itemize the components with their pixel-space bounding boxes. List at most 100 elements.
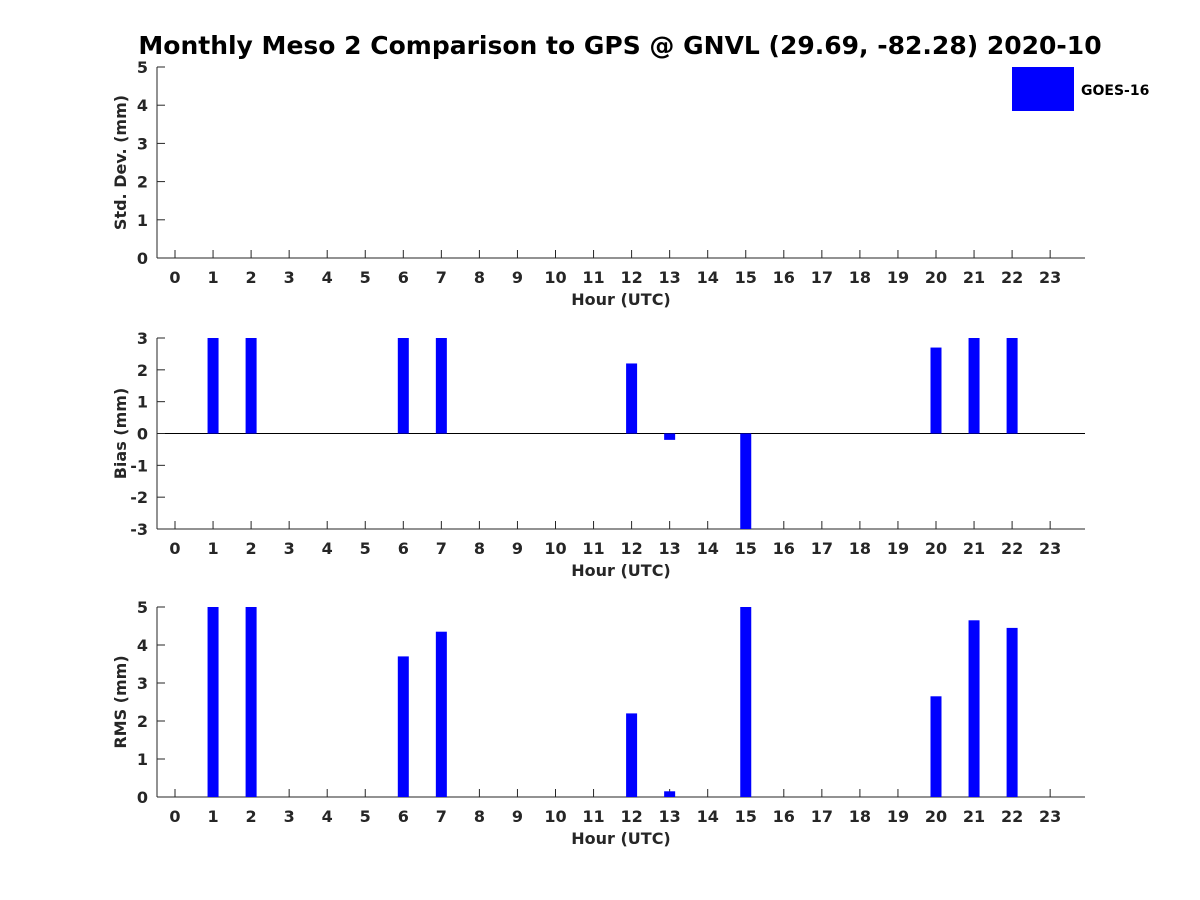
bar-hour-2 (245, 338, 257, 434)
bar-hour-1 (207, 607, 219, 797)
y-tick-label: 1 (137, 393, 148, 412)
x-tick-label: 2 (246, 539, 257, 558)
x-tick-label: 9 (512, 539, 523, 558)
bar-hour-12 (626, 713, 638, 797)
bar-hour-13 (664, 791, 676, 797)
x-tick-label: 21 (963, 268, 985, 287)
x-tick-label: 10 (544, 268, 566, 287)
x-tick-label: 16 (773, 268, 795, 287)
x-tick-label: 4 (322, 807, 333, 826)
x-tick-label: 21 (963, 807, 985, 826)
x-tick-label: 17 (811, 268, 833, 287)
y-tick-label: 3 (137, 329, 148, 348)
bar-hour-15 (740, 433, 752, 529)
x-tick-label: 20 (925, 807, 947, 826)
x-tick-label: 9 (512, 268, 523, 287)
x-tick-label: 8 (474, 539, 485, 558)
x-tick-label: 18 (849, 539, 871, 558)
y-tick-label: 1 (137, 750, 148, 769)
x-tick-label: 10 (544, 807, 566, 826)
x-tick-label: 10 (544, 539, 566, 558)
bar-hour-20 (930, 347, 942, 434)
y-tick-label: 1 (137, 211, 148, 230)
y-axis-label: Bias (mm) (111, 388, 130, 480)
x-tick-label: 22 (1001, 268, 1023, 287)
bar-hour-6 (397, 338, 409, 434)
x-tick-label: 12 (620, 539, 642, 558)
x-tick-label: 20 (925, 268, 947, 287)
bar-hour-12 (626, 363, 638, 434)
x-tick-label: 23 (1039, 807, 1061, 826)
bar-hour-22 (1006, 627, 1018, 797)
x-tick-label: 14 (697, 268, 719, 287)
bar-hour-6 (397, 656, 409, 797)
x-tick-label: 0 (169, 807, 180, 826)
x-tick-label: 15 (735, 539, 757, 558)
x-axis-label: Hour (UTC) (571, 829, 671, 848)
x-tick-label: 18 (849, 807, 871, 826)
x-tick-label: 5 (360, 807, 371, 826)
x-tick-label: 12 (620, 268, 642, 287)
x-tick-label: 16 (773, 807, 795, 826)
x-tick-label: 15 (735, 807, 757, 826)
x-tick-label: 13 (659, 268, 681, 287)
bar-hour-20 (930, 696, 942, 797)
x-tick-label: 22 (1001, 807, 1023, 826)
bar-hour-13 (664, 433, 676, 440)
x-tick-label: 5 (360, 539, 371, 558)
y-axis-label: RMS (mm) (111, 655, 130, 748)
y-tick-label: 3 (137, 134, 148, 153)
x-tick-label: 8 (474, 268, 485, 287)
y-tick-label: 0 (137, 425, 148, 444)
x-tick-label: 0 (169, 268, 180, 287)
x-tick-label: 3 (284, 539, 295, 558)
x-tick-label: 17 (811, 807, 833, 826)
x-tick-label: 20 (925, 539, 947, 558)
x-tick-label: 13 (659, 807, 681, 826)
x-tick-label: 14 (697, 539, 719, 558)
x-tick-label: 3 (284, 807, 295, 826)
y-tick-label: 4 (137, 96, 148, 115)
x-tick-label: 1 (207, 539, 218, 558)
y-tick-label: 5 (137, 598, 148, 617)
x-tick-label: 23 (1039, 268, 1061, 287)
x-tick-label: 14 (697, 807, 719, 826)
x-tick-label: 7 (436, 268, 447, 287)
x-tick-label: 7 (436, 539, 447, 558)
x-tick-label: 11 (582, 268, 604, 287)
y-tick-label: 5 (137, 58, 148, 77)
bar-hour-7 (435, 338, 447, 434)
x-tick-label: 1 (207, 268, 218, 287)
x-tick-label: 12 (620, 807, 642, 826)
y-tick-label: 2 (137, 361, 148, 380)
legend-label-goes16: GOES-16 (1081, 83, 1149, 99)
y-tick-label: 0 (137, 788, 148, 807)
y-tick-label: -3 (130, 520, 148, 539)
y-tick-label: 2 (137, 173, 148, 192)
y-tick-label: 4 (137, 636, 148, 655)
x-tick-label: 1 (207, 807, 218, 826)
x-tick-label: 2 (246, 807, 257, 826)
x-tick-label: 15 (735, 268, 757, 287)
bar-hour-21 (968, 338, 980, 434)
x-tick-label: 16 (773, 539, 795, 558)
y-tick-label: -2 (130, 488, 148, 507)
bar-hour-22 (1006, 338, 1018, 434)
x-tick-label: 2 (246, 268, 257, 287)
x-tick-label: 22 (1001, 539, 1023, 558)
legend: GOES-16 (1012, 67, 1149, 111)
x-tick-label: 19 (887, 268, 909, 287)
y-tick-label: 3 (137, 674, 148, 693)
x-axis-label: Hour (UTC) (571, 290, 671, 309)
x-axis-label: Hour (UTC) (571, 561, 671, 580)
x-tick-label: 17 (811, 539, 833, 558)
chart-title: Monthly Meso 2 Comparison to GPS @ GNVL … (138, 31, 1101, 60)
x-tick-label: 21 (963, 539, 985, 558)
x-tick-label: 19 (887, 539, 909, 558)
y-tick-label: -1 (130, 456, 148, 475)
x-tick-label: 11 (582, 807, 604, 826)
x-tick-label: 5 (360, 268, 371, 287)
